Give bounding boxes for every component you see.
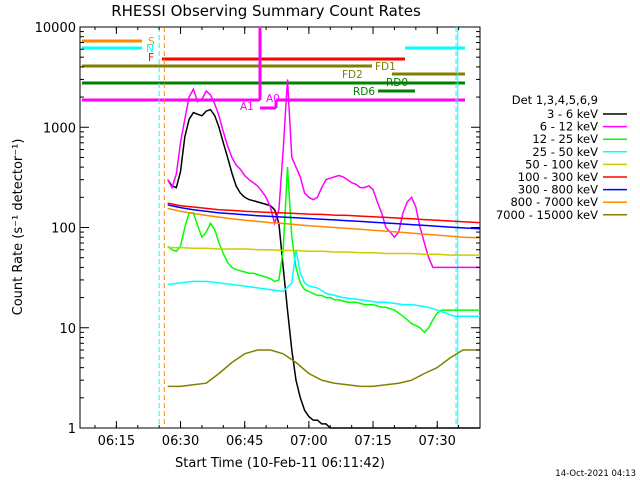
flag-label-fd1: FD1 xyxy=(375,61,396,73)
legend-label: 3 - 6 keV xyxy=(547,107,598,121)
x-tick-label: 06:30 xyxy=(162,434,199,449)
legend-label: 25 - 50 keV xyxy=(532,145,598,159)
flag-label-n: N xyxy=(146,43,154,55)
series-line-8 xyxy=(167,349,480,388)
y-axis-label: Count Rate (s⁻¹ detector⁻¹) xyxy=(11,139,26,316)
y-tick-label: 100 xyxy=(51,222,76,237)
series-line-5 xyxy=(167,202,481,224)
x-axis-label: Start Time (10-Feb-11 06:11:42) xyxy=(175,456,385,471)
flag-label-rd6: RD6 xyxy=(353,86,375,98)
y-tick-label: 10 xyxy=(59,322,76,337)
x-tick-label: 07:30 xyxy=(418,434,455,449)
y-tick-label: 1 xyxy=(68,422,76,437)
series-line-4 xyxy=(167,246,480,256)
flag-label-a1: A1 xyxy=(240,101,254,113)
legend-title: Det 1,3,4,5,6,9 xyxy=(512,93,598,107)
y-axis-ticks: 1 10 100 1000 10000 xyxy=(35,21,480,437)
legend-label: 800 - 7000 keV xyxy=(510,195,598,209)
x-tick-label: 06:15 xyxy=(98,434,135,449)
series-layer xyxy=(167,79,481,429)
flag-label-a0: A0 xyxy=(266,93,280,105)
legend-label: 6 - 12 keV xyxy=(540,120,598,134)
y-tick-label: 10000 xyxy=(35,21,76,36)
legend-label: 100 - 300 keV xyxy=(518,170,598,184)
x-tick-label: 07:15 xyxy=(354,434,391,449)
flag-label-rd0: RD0 xyxy=(386,77,408,89)
chart-title: RHESSI Observing Summary Count Rates xyxy=(111,2,421,20)
x-tick-label: 06:45 xyxy=(226,434,263,449)
series-line-1 xyxy=(167,79,480,269)
series-line-7 xyxy=(167,207,481,239)
legend-label: 50 - 100 keV xyxy=(525,157,598,171)
series-line-3 xyxy=(167,249,480,318)
legend-label: 7000 - 15000 keV xyxy=(496,208,598,222)
series-line-6 xyxy=(167,204,481,230)
flag-label-f: F xyxy=(148,52,154,64)
flag-label-s: S xyxy=(148,36,155,48)
flag-label-fd2: FD2 xyxy=(342,69,363,81)
legend-label: 12 - 25 keV xyxy=(532,132,598,146)
series-line-0 xyxy=(167,108,480,429)
legend-label: 300 - 800 keV xyxy=(518,183,598,197)
footer-timestamp: 14-Oct-2021 04:13 xyxy=(555,469,636,479)
flags-layer: SNF FD1 FD2 RD0 RD6 A1 A0 xyxy=(82,27,465,428)
x-axis-ticks: 06:15 06:30 06:45 07:00 07:15 07:30 xyxy=(94,27,481,449)
y-tick-label: 1000 xyxy=(43,121,76,136)
series-line-2 xyxy=(167,167,480,334)
x-tick-label: 07:00 xyxy=(290,434,327,449)
